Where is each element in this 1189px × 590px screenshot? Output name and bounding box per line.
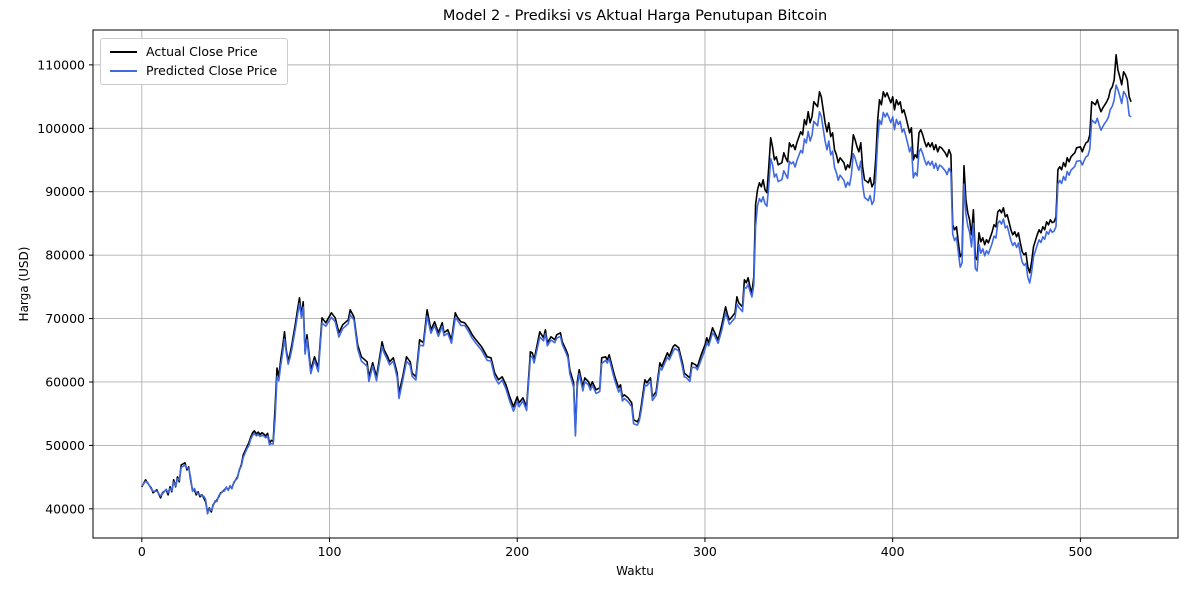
legend: Actual Close Price Predicted Close Price	[100, 38, 289, 85]
y-axis-label: Harga (USD)	[17, 246, 31, 322]
svg-text:80000: 80000	[45, 248, 85, 263]
legend-entry-actual: Actual Close Price	[110, 44, 277, 59]
svg-text:400: 400	[881, 544, 905, 559]
svg-text:90000: 90000	[45, 184, 85, 199]
legend-entry-predicted: Predicted Close Price	[110, 62, 278, 78]
svg-text:100000: 100000	[37, 121, 85, 136]
svg-text:60000: 60000	[45, 374, 85, 389]
svg-text:500: 500	[1068, 544, 1092, 559]
svg-text:0: 0	[138, 544, 146, 559]
actual-line-swatch	[110, 51, 137, 54]
predicted-line-swatch	[110, 69, 137, 72]
chart-title: Model 2 - Prediksi vs Aktual Harga Penut…	[442, 8, 828, 24]
svg-text:50000: 50000	[45, 438, 85, 453]
svg-text:110000: 110000	[37, 57, 85, 72]
svg-text:100: 100	[318, 544, 342, 559]
x-axis-label: Waktu	[616, 564, 654, 578]
legend-label-actual: Actual Close Price	[146, 44, 258, 59]
svg-text:40000: 40000	[45, 501, 85, 516]
svg-text:300: 300	[693, 544, 717, 559]
legend-label-predicted: Predicted Close Price	[146, 62, 278, 78]
svg-text:200: 200	[505, 544, 529, 559]
svg-text:70000: 70000	[45, 311, 85, 326]
